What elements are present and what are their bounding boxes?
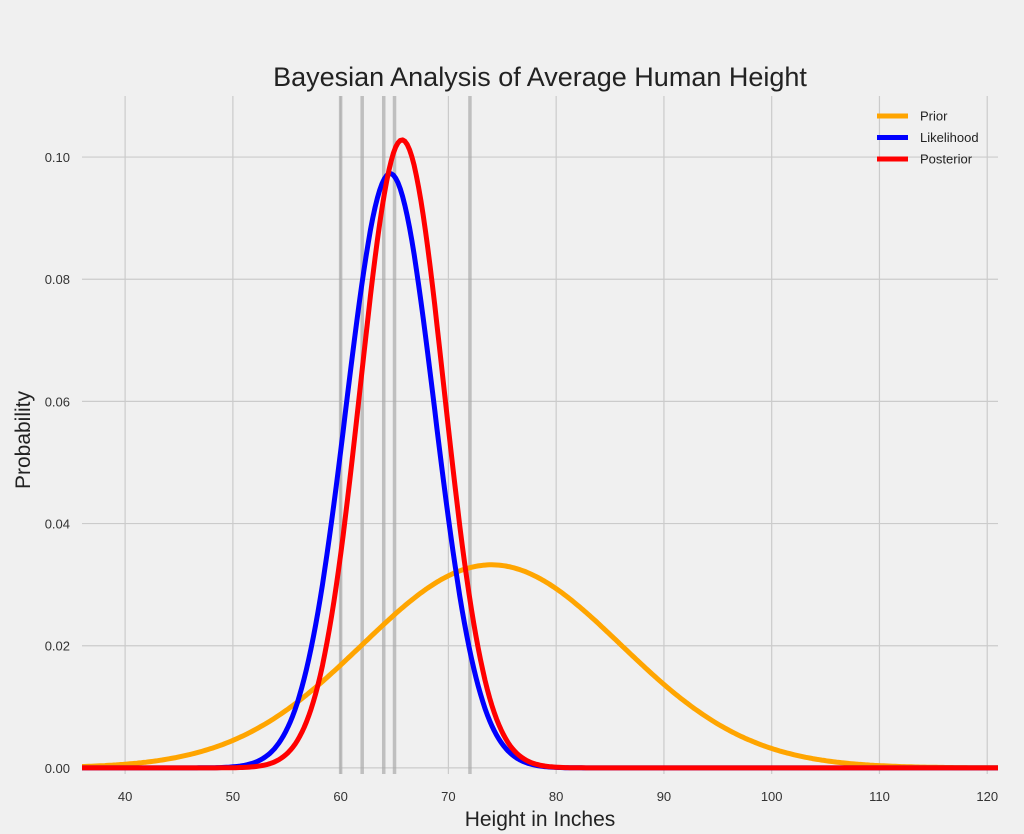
series-line-prior [81,562,999,771]
x-tick-label: 40 [118,789,132,804]
x-tick-label: 80 [549,789,563,804]
y-tick-label: 0.00 [45,761,70,776]
legend-label: Likelihood [920,130,979,145]
y-tick-label: 0.10 [45,150,70,165]
x-tick-label: 90 [657,789,671,804]
y-tick-label: 0.06 [45,394,70,409]
x-tick-label: 100 [761,789,783,804]
x-axis-label: Height in Inches [465,808,616,831]
y-axis-label: Probability [12,390,35,489]
x-tick-label: 70 [441,789,455,804]
chart-title: Bayesian Analysis of Average Human Heigh… [273,62,807,92]
grid-layer [82,96,998,774]
x-tick-label: 120 [976,789,998,804]
legend: Prior Likelihood Posterior [877,109,979,167]
y-tick-label: 0.02 [45,639,70,654]
legend-label: Prior [920,109,948,124]
x-tick-label: 50 [226,789,240,804]
series-line-posterior [81,137,999,771]
y-tick-label: 0.04 [45,517,70,532]
y-tick-label: 0.08 [45,272,70,287]
tick-labels: 40 50 60 70 80 90 100 110 120 0.00 0.02 0.04 0.06 0.0… [45,150,998,804]
series-line-likelihood [81,171,999,771]
series-layer [81,137,999,771]
x-tick-label: 60 [333,789,347,804]
legend-label: Posterior [920,152,973,167]
x-tick-label: 110 [869,789,890,804]
